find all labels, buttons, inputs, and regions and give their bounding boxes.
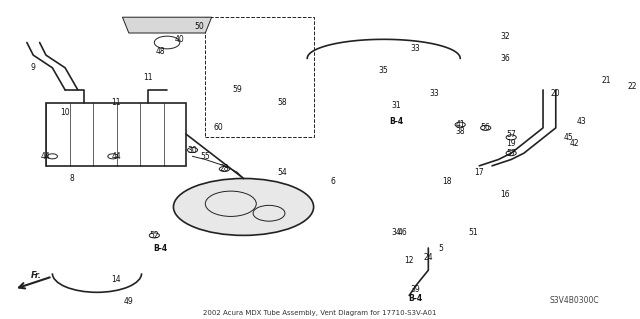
Text: 59: 59 [232, 85, 242, 94]
Text: 8: 8 [69, 174, 74, 183]
Circle shape [481, 125, 491, 130]
Text: 49: 49 [124, 297, 134, 306]
Circle shape [506, 151, 516, 156]
Text: 48: 48 [156, 48, 166, 56]
Text: 20: 20 [551, 89, 561, 98]
Text: 12: 12 [404, 256, 414, 265]
Text: 32: 32 [500, 32, 509, 41]
Text: 56: 56 [481, 123, 490, 132]
Text: B-4: B-4 [154, 243, 168, 253]
Circle shape [108, 154, 118, 159]
Text: 34: 34 [392, 228, 401, 237]
Text: 31: 31 [392, 101, 401, 110]
Circle shape [506, 135, 516, 140]
Text: 60: 60 [213, 123, 223, 132]
Text: 22: 22 [627, 82, 637, 91]
Text: 58: 58 [277, 98, 287, 107]
Text: 5: 5 [438, 243, 444, 253]
Text: 44: 44 [41, 152, 51, 161]
Text: 17: 17 [474, 168, 484, 177]
Text: 11: 11 [111, 98, 121, 107]
Text: 11: 11 [143, 73, 153, 82]
Text: 2002 Acura MDX Tube Assembly, Vent Diagram for 17710-S3V-A01: 2002 Acura MDX Tube Assembly, Vent Diagr… [204, 310, 436, 316]
Text: 57: 57 [506, 130, 516, 139]
Circle shape [188, 147, 198, 152]
Text: 45: 45 [564, 133, 573, 142]
Text: 36: 36 [500, 54, 509, 63]
Text: 41: 41 [456, 120, 465, 129]
Text: 9: 9 [31, 63, 36, 72]
Text: 51: 51 [468, 228, 477, 237]
Text: 54: 54 [277, 168, 287, 177]
Text: S3V4B0300C: S3V4B0300C [549, 296, 599, 305]
Text: 50: 50 [194, 22, 204, 31]
Text: 30: 30 [188, 145, 197, 154]
Text: 24: 24 [424, 253, 433, 262]
Text: 14: 14 [111, 275, 121, 284]
Text: 39: 39 [411, 285, 420, 294]
Text: 18: 18 [443, 177, 452, 186]
Text: 6: 6 [330, 177, 335, 186]
Text: 40: 40 [175, 35, 185, 44]
Text: 33: 33 [411, 44, 420, 53]
Text: B-4: B-4 [389, 117, 404, 126]
Text: 52: 52 [150, 231, 159, 240]
Text: 55: 55 [200, 152, 210, 161]
Bar [205, 17, 314, 137]
Text: 35: 35 [379, 66, 388, 76]
Text: 28: 28 [220, 165, 229, 174]
Text: 21: 21 [602, 76, 611, 85]
Polygon shape [122, 17, 212, 33]
Text: 44: 44 [111, 152, 121, 161]
Text: 10: 10 [60, 108, 70, 116]
Ellipse shape [173, 178, 314, 235]
Text: B-4: B-4 [408, 294, 422, 303]
Bar [46, 103, 186, 166]
Text: 19: 19 [506, 139, 516, 148]
Circle shape [455, 122, 465, 127]
Circle shape [149, 233, 159, 238]
Text: 33: 33 [430, 89, 440, 98]
Text: 16: 16 [500, 190, 509, 199]
Circle shape [220, 167, 230, 172]
Text: 42: 42 [570, 139, 580, 148]
Text: 46: 46 [398, 228, 408, 237]
Circle shape [47, 154, 58, 159]
Text: 38: 38 [456, 127, 465, 136]
Text: Fr.: Fr. [31, 271, 42, 280]
Text: 57: 57 [506, 149, 516, 158]
Text: 43: 43 [577, 117, 586, 126]
